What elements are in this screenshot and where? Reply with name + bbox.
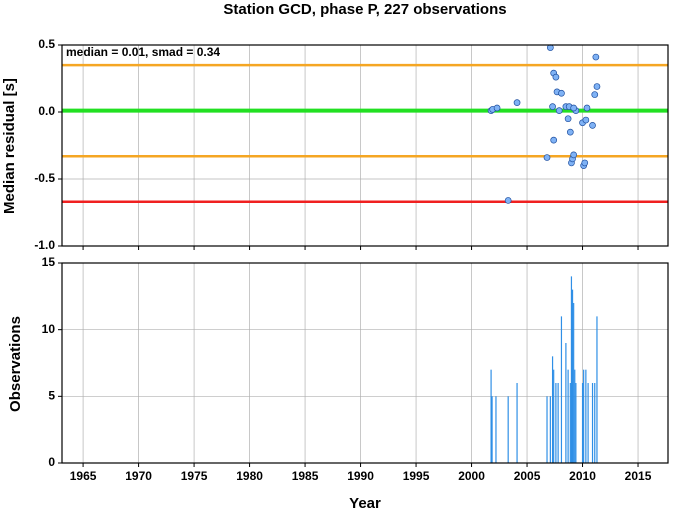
- x-tick-label: 1995: [403, 469, 430, 483]
- point: [566, 128, 574, 136]
- point: [564, 115, 572, 123]
- x-tick-label: 1980: [236, 469, 263, 483]
- plot-frame: [61, 262, 669, 464]
- y-tick-label: -1.0: [34, 238, 55, 252]
- chart-title: Station GCD, phase P, 227 observations: [223, 1, 506, 18]
- point: [570, 151, 578, 159]
- x-tick-label: 1975: [181, 469, 208, 483]
- point: [555, 107, 563, 115]
- x-tick-label: 2005: [514, 469, 541, 483]
- point: [582, 116, 590, 124]
- point: [558, 89, 565, 97]
- y-tick-label: -0.5: [34, 171, 55, 185]
- point: [493, 104, 501, 112]
- point: [543, 154, 551, 161]
- point: [592, 53, 600, 61]
- y-tick-label: 5: [48, 389, 55, 403]
- point: [549, 103, 556, 110]
- point: [589, 122, 596, 129]
- y-tick-label: 0.5: [38, 37, 55, 51]
- y-tick-label: 15: [42, 255, 56, 269]
- point: [593, 83, 601, 90]
- x-tick-label: 2015: [625, 469, 652, 483]
- y-axis-label: Observations: [7, 316, 24, 412]
- x-tick-label: 1970: [125, 469, 152, 483]
- x-tick-label: 2000: [458, 469, 485, 483]
- y-tick-label: 0: [48, 455, 55, 469]
- point: [583, 104, 591, 112]
- point: [591, 91, 599, 98]
- point: [504, 197, 512, 204]
- point: [570, 104, 578, 112]
- annotation: median = 0.01, smad = 0.34: [66, 45, 220, 59]
- point: [513, 99, 521, 106]
- point: [550, 136, 558, 144]
- x-axis-label: Year: [349, 495, 381, 511]
- point: [552, 73, 560, 81]
- x-tick-label: 1965: [70, 469, 97, 483]
- plot-frame: [61, 44, 669, 247]
- x-tick-label: 1990: [347, 469, 374, 483]
- y-tick-label: 10: [42, 322, 56, 336]
- point: [581, 159, 589, 167]
- y-axis-label: Median residual [s]: [1, 78, 18, 214]
- x-tick-label: 2010: [569, 469, 596, 483]
- x-tick-label: 1985: [292, 469, 319, 483]
- y-tick-label: 0.0: [38, 104, 55, 118]
